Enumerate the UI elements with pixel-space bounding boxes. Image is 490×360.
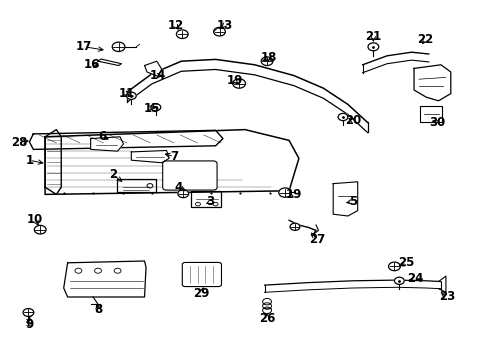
Circle shape [389,262,400,271]
Text: 7: 7 [170,150,178,163]
Text: 13: 13 [216,19,233,32]
Text: 3: 3 [207,195,215,208]
Circle shape [34,225,46,234]
Circle shape [261,57,273,66]
Circle shape [233,79,245,88]
Polygon shape [64,261,146,297]
Polygon shape [414,65,451,101]
Circle shape [368,43,379,51]
Text: 19: 19 [286,188,302,201]
Circle shape [338,113,348,121]
Circle shape [176,30,188,39]
Polygon shape [333,182,358,216]
Text: 8: 8 [94,303,102,316]
Text: 29: 29 [193,287,209,300]
Text: 21: 21 [365,30,382,42]
Text: 26: 26 [259,312,275,325]
Text: 1: 1 [25,154,33,167]
Text: 24: 24 [407,273,424,285]
Polygon shape [98,59,122,66]
Text: 12: 12 [167,19,184,32]
Polygon shape [45,130,61,194]
Polygon shape [29,130,223,149]
Text: 20: 20 [344,114,361,127]
Circle shape [112,42,125,51]
Text: 23: 23 [439,291,455,303]
Text: 28: 28 [11,136,28,149]
Circle shape [126,92,136,99]
Text: 10: 10 [27,213,44,226]
Text: 6: 6 [98,130,106,143]
Polygon shape [145,61,162,76]
Text: 17: 17 [76,40,93,53]
Circle shape [279,188,292,197]
Text: 4: 4 [175,181,183,194]
Bar [117,179,156,192]
Text: 9: 9 [25,318,33,330]
FancyBboxPatch shape [182,262,221,287]
Circle shape [151,104,161,111]
Text: 25: 25 [398,256,415,269]
Text: 19: 19 [227,75,244,87]
Text: 22: 22 [417,33,434,46]
Circle shape [178,190,189,198]
FancyBboxPatch shape [163,161,217,190]
Polygon shape [45,130,299,194]
Polygon shape [131,150,169,163]
Circle shape [214,27,225,36]
Circle shape [290,223,300,230]
Text: 11: 11 [118,87,135,100]
Circle shape [394,277,404,284]
Text: 18: 18 [260,51,277,64]
Text: 27: 27 [309,233,326,246]
Text: 2: 2 [109,168,117,181]
FancyBboxPatch shape [420,106,442,122]
Text: 16: 16 [84,58,100,71]
Circle shape [23,309,34,316]
Text: 14: 14 [149,69,166,82]
Text: 30: 30 [429,116,445,129]
Text: 5: 5 [349,195,357,208]
Text: 15: 15 [144,102,160,114]
Polygon shape [91,137,123,151]
Bar [191,191,221,207]
